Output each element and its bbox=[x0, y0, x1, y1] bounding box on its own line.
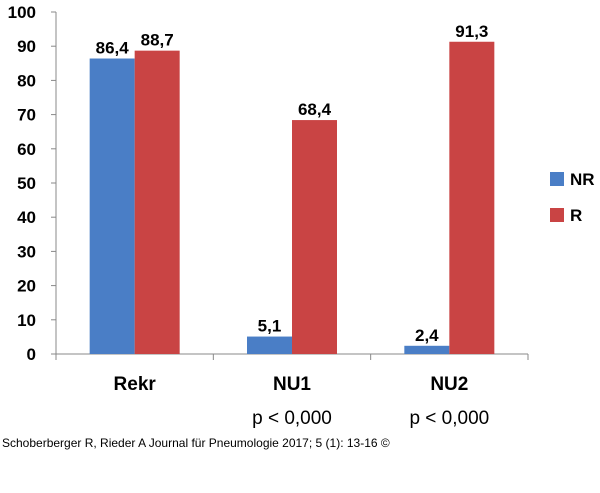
bar-r-nu1 bbox=[292, 120, 337, 355]
y-tick-label: 90 bbox=[17, 37, 36, 56]
bar-nr-nu2 bbox=[404, 345, 450, 354]
bar-r-nu2 bbox=[449, 41, 495, 355]
chart-bars bbox=[89, 41, 495, 355]
legend-label-nr: NR bbox=[570, 170, 595, 189]
y-tick-label: 60 bbox=[17, 140, 36, 159]
data-label: 88,7 bbox=[141, 31, 174, 50]
y-tick-label: 70 bbox=[17, 106, 36, 125]
source-caption: Schoberberger R, Rieder A Journal für Pn… bbox=[2, 436, 390, 450]
data-label: 91,3 bbox=[455, 22, 488, 41]
legend-label-r: R bbox=[570, 206, 582, 225]
bar-chart: 0 10 20 30 40 50 60 70 80 90 100 86,4 88,7 Rekr 5,1 68… bbox=[8, 3, 595, 429]
bar-nr-rekr bbox=[89, 58, 135, 355]
data-label: 2,4 bbox=[415, 326, 439, 345]
y-tick-label: 50 bbox=[17, 174, 36, 193]
chart-legend: NR R bbox=[550, 170, 595, 225]
data-label: 68,4 bbox=[298, 100, 332, 119]
bar-nr-nu1 bbox=[247, 336, 292, 354]
y-tick-label: 0 bbox=[27, 345, 36, 364]
y-tick-label: 80 bbox=[17, 71, 36, 90]
category-sublabel: p < 0,000 bbox=[409, 408, 489, 429]
category-label: NU1 bbox=[273, 374, 311, 395]
chart-axes: 0 10 20 30 40 50 60 70 80 90 100 bbox=[8, 3, 529, 364]
category-label: NU2 bbox=[430, 374, 468, 395]
category-sublabel: p < 0,000 bbox=[252, 408, 332, 429]
y-tick-label: 10 bbox=[17, 311, 36, 330]
bar-r-rekr bbox=[134, 50, 180, 355]
legend-swatch-r bbox=[550, 208, 564, 222]
category-label: Rekr bbox=[114, 374, 157, 395]
chart-labels: 86,4 88,7 Rekr 5,1 68,4 NU1 p < 0,000 2,4 91,3 NU… bbox=[96, 22, 490, 429]
data-label: 86,4 bbox=[96, 39, 130, 58]
y-tick-label: 20 bbox=[17, 277, 36, 296]
legend-swatch-nr bbox=[550, 172, 564, 186]
y-tick-label: 30 bbox=[17, 242, 36, 261]
y-tick-label: 40 bbox=[17, 208, 36, 227]
data-label: 5,1 bbox=[258, 317, 282, 336]
y-tick-label: 100 bbox=[8, 3, 36, 22]
